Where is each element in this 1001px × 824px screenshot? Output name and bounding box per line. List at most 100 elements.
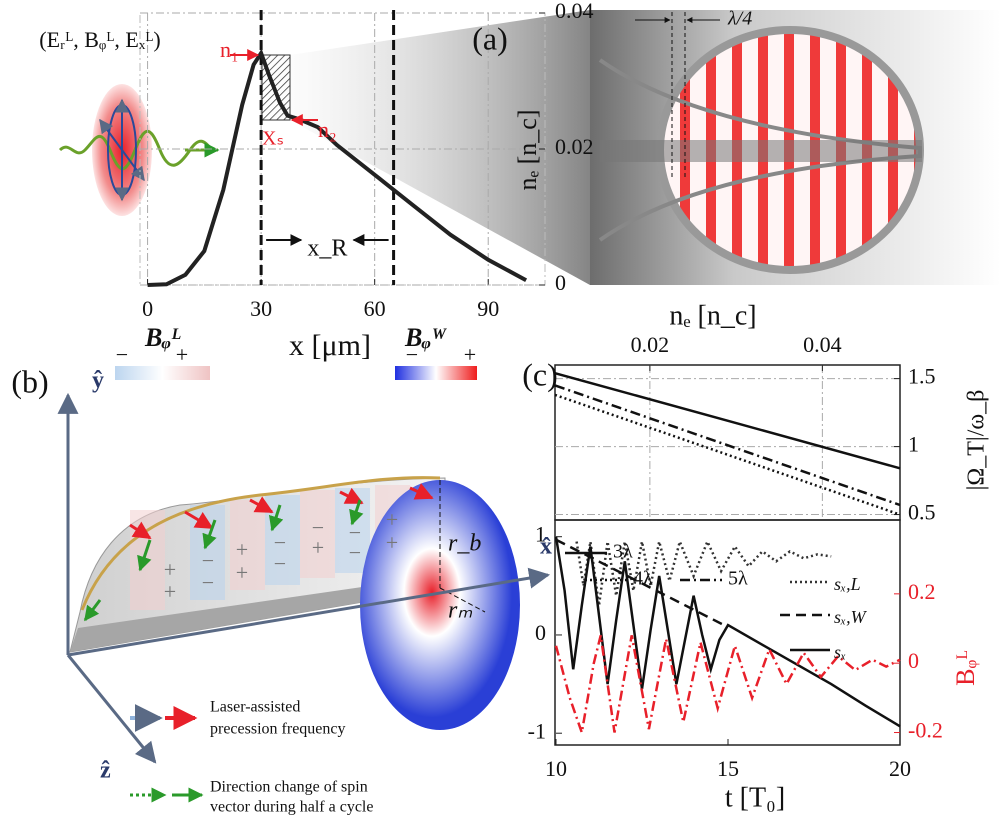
spin-arrow [137, 539, 152, 572]
trajectory [80, 476, 441, 611]
x-tick-label: 15 [717, 756, 739, 781]
stripe [130, 510, 165, 610]
radius-label: rₘ [448, 598, 472, 624]
y-axis-label: nₑ [n_c] [513, 109, 542, 190]
spin-arrow [349, 499, 364, 526]
charge-sign: − [274, 530, 286, 555]
data-line [554, 393, 901, 516]
x-tick-label: 60 [364, 296, 386, 321]
charge-sign: + [236, 537, 248, 562]
colorbar [115, 366, 210, 380]
x-tick-label: 30 [250, 296, 272, 321]
spin-arrow [409, 483, 434, 500]
data-line [147, 48, 528, 287]
y-axis-label: |Ω_T|/ω_β [964, 390, 990, 491]
y-tick-label: 1 [535, 522, 546, 547]
legend-label: sₓ,L [834, 574, 861, 594]
x-axis-label: x [μm] [289, 329, 371, 362]
legend-label: sₓ [834, 642, 846, 662]
panel-label: (c) [522, 356, 558, 392]
span-label: x_R [307, 236, 347, 262]
image-label: nₑ [n_c] [669, 300, 756, 331]
z-axis-arrow [66, 654, 157, 764]
charge-sign: − [312, 515, 324, 540]
radius-label: r_b [448, 531, 481, 557]
charge-sign: + [386, 507, 398, 532]
legend-label: 3λ [613, 541, 633, 563]
legend-label: 4λ [633, 568, 653, 590]
legend-text: precession frequency [210, 721, 346, 738]
y-tick-label: 1.5 [908, 364, 936, 389]
x-tick-label: 10 [545, 756, 567, 781]
colorbar-tick: − [406, 342, 418, 367]
point-label: n₁ [220, 37, 239, 62]
y-tick-label: 1 [908, 432, 919, 457]
data-line [554, 536, 901, 728]
x-axis-arrow [67, 567, 551, 657]
data-line [554, 384, 901, 507]
charge-sign: + [164, 579, 176, 604]
axis-label: ẑ [100, 758, 111, 784]
y-tick-label: 0.02 [555, 134, 594, 159]
spin-vectors [83, 483, 434, 622]
charge-sign: + [312, 535, 324, 560]
slab-edge [70, 575, 445, 652]
legend-label: 5λ [728, 568, 748, 590]
colorbar-tick: + [176, 342, 188, 367]
data-line [555, 538, 729, 629]
legend-text: Laser-assisted [210, 699, 300, 716]
laser-pulse [58, 84, 220, 216]
legend-label: sₓ,W [834, 607, 868, 627]
spin-diagram [57, 366, 551, 803]
spin-arrow [184, 510, 214, 530]
charge-sign: − [202, 548, 214, 573]
y-tick-label: 0 [555, 270, 566, 295]
y-tick-label: 0 [535, 620, 546, 645]
zoom-wedge [262, 10, 590, 285]
charge-sign: − [349, 540, 361, 565]
panel-label: (a) [472, 20, 508, 56]
y-tick-label: 0.04 [555, 0, 594, 23]
panel-label: (b) [11, 363, 48, 399]
point-label: Xₛ [262, 128, 284, 150]
field-label: (Eᵣᴸ, Bᵩᴸ, Eₓᴸ) [39, 27, 160, 52]
y2-tick-label: -0.2 [908, 718, 943, 743]
density-image [261, 10, 1001, 285]
stripe [230, 500, 265, 590]
spin-arrow [202, 519, 217, 550]
x-axis-label: t [T₀] [725, 782, 785, 813]
y2-axis-label: Bᵩᴸ [951, 650, 980, 686]
spin-arrow [249, 496, 274, 514]
x-tick-label: 90 [477, 296, 499, 321]
wake-field [360, 480, 520, 730]
x-tick-label: 0 [142, 296, 153, 321]
charge-sign: + [386, 530, 398, 555]
colorbar-tick: + [464, 342, 476, 367]
x-tick-label: 0.02 [631, 332, 670, 357]
legend-text: vector during half a cycle [210, 799, 373, 816]
charge-sign: − [202, 570, 214, 595]
legend-text: Direction change of spin [210, 779, 368, 796]
y2-tick-label: 0.2 [908, 579, 936, 604]
point-label: n₂ [318, 117, 337, 142]
data-line [554, 371, 901, 470]
y-tick-label: -1 [528, 718, 546, 743]
charge-sign: + [236, 560, 248, 585]
colorbar-label: Bᵩᴸ [144, 323, 181, 352]
colorbar-tick: − [116, 342, 128, 367]
axis-label: ŷ [92, 368, 104, 394]
charge-sign: − [349, 520, 361, 545]
lambda-label: λ/4 [727, 8, 752, 30]
channel [600, 140, 922, 162]
x-tick-label: 20 [889, 756, 911, 781]
arrow [99, 118, 123, 151]
stripe [300, 490, 335, 578]
charge-sign: + [164, 557, 176, 582]
spin-arrow [268, 504, 284, 532]
spin-arrow [129, 521, 152, 540]
charge-sign: − [274, 551, 286, 576]
x-tick-label: 0.04 [803, 332, 842, 357]
colorbar-label: Bᵩᵂ [404, 323, 447, 352]
